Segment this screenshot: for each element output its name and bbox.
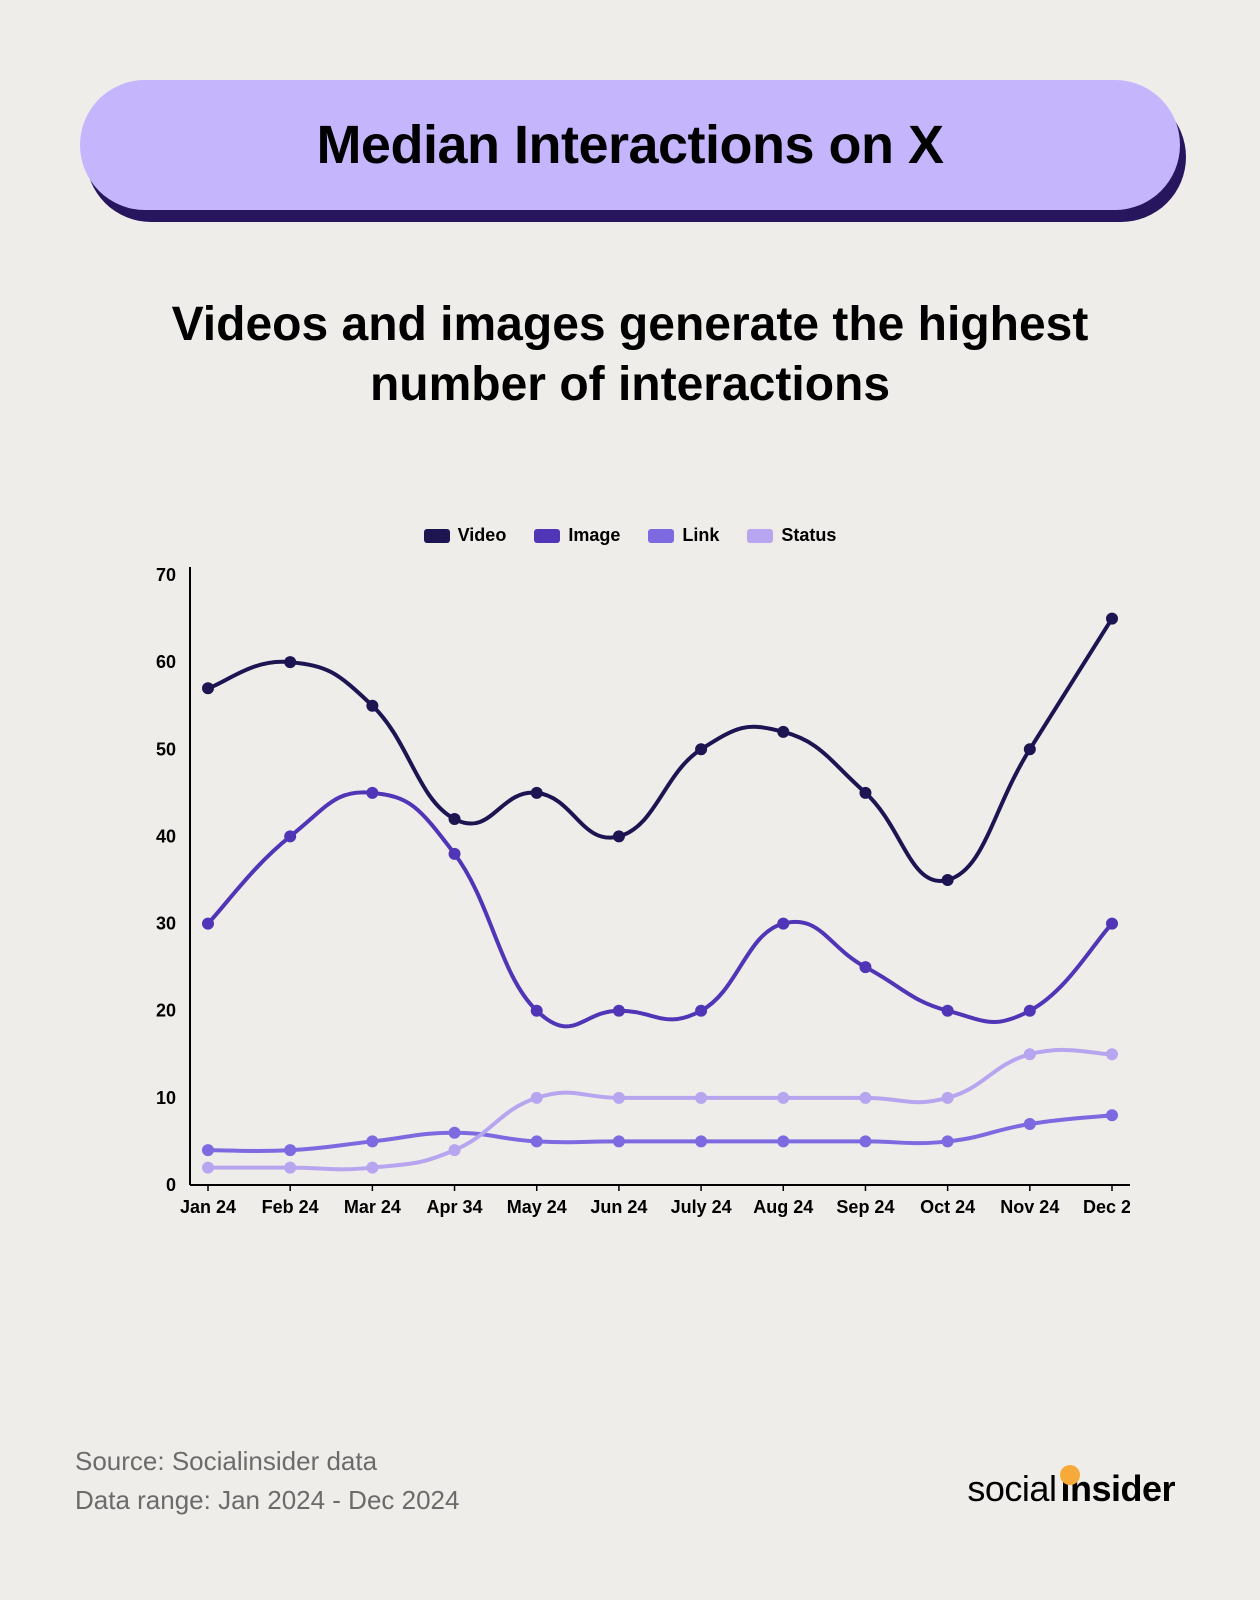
x-tick-label: Jan 24 bbox=[180, 1197, 236, 1217]
legend-item: Status bbox=[747, 525, 836, 546]
series-marker bbox=[202, 682, 214, 694]
title-pill: Median Interactions on X bbox=[80, 80, 1180, 210]
y-tick-label: 60 bbox=[156, 652, 176, 672]
series-marker bbox=[449, 813, 461, 825]
x-tick-label: Aug 24 bbox=[753, 1197, 813, 1217]
x-tick-label: Feb 24 bbox=[262, 1197, 319, 1217]
series-marker bbox=[1024, 1048, 1036, 1060]
source-line-1: Source: Socialinsider data bbox=[75, 1442, 459, 1481]
x-tick-label: Mar 24 bbox=[344, 1197, 401, 1217]
x-tick-label: Dec 24 bbox=[1083, 1197, 1130, 1217]
series-marker bbox=[284, 1144, 296, 1156]
series-marker bbox=[859, 787, 871, 799]
source-line-2: Data range: Jan 2024 - Dec 2024 bbox=[75, 1481, 459, 1520]
series-marker bbox=[531, 1005, 543, 1017]
series-marker bbox=[695, 1135, 707, 1147]
chart-legend: Video Image Link Status bbox=[130, 525, 1130, 546]
title-pill-body: Median Interactions on X bbox=[80, 80, 1180, 210]
series-marker bbox=[531, 1135, 543, 1147]
series-marker bbox=[366, 787, 378, 799]
series-marker bbox=[1024, 1005, 1036, 1017]
series-marker bbox=[859, 1092, 871, 1104]
legend-swatch bbox=[424, 529, 450, 543]
chart-svg: 0 10 20 30 40 50 60 70 Jan 24 Feb 24 Mar 24 Apr 34 M… bbox=[130, 525, 1130, 1245]
series-marker bbox=[695, 743, 707, 755]
y-tick-label: 50 bbox=[156, 739, 176, 759]
series-marker bbox=[366, 1135, 378, 1147]
x-tick-label: Jun 24 bbox=[590, 1197, 647, 1217]
legend-swatch bbox=[648, 529, 674, 543]
series-marker bbox=[613, 1092, 625, 1104]
series-marker bbox=[777, 1135, 789, 1147]
series-marker bbox=[531, 1092, 543, 1104]
y-tick-label: 30 bbox=[156, 914, 176, 934]
x-tick-label: Oct 24 bbox=[920, 1197, 975, 1217]
line-chart: Video Image Link Status 0 10 20 30 40 50 60 70 Jan … bbox=[130, 525, 1130, 1245]
y-tick-label: 10 bbox=[156, 1088, 176, 1108]
legend-label: Link bbox=[682, 525, 719, 546]
series-marker bbox=[449, 1127, 461, 1139]
series-line bbox=[208, 619, 1112, 881]
source-block: Source: Socialinsider data Data range: J… bbox=[75, 1442, 459, 1520]
series-marker bbox=[942, 1135, 954, 1147]
series-marker bbox=[859, 961, 871, 973]
series-marker bbox=[613, 1135, 625, 1147]
series-line bbox=[208, 1115, 1112, 1151]
series-marker bbox=[1106, 1048, 1118, 1060]
y-tick-label: 0 bbox=[166, 1175, 176, 1195]
y-tick-label: 20 bbox=[156, 1001, 176, 1021]
legend-swatch bbox=[534, 529, 560, 543]
series-marker bbox=[1024, 743, 1036, 755]
brand-prefix: social bbox=[967, 1468, 1056, 1510]
series-marker bbox=[1106, 918, 1118, 930]
series-marker bbox=[859, 1135, 871, 1147]
series-marker bbox=[1106, 613, 1118, 625]
x-tick-label: July 24 bbox=[671, 1197, 732, 1217]
x-tick-label: Sep 24 bbox=[836, 1197, 894, 1217]
legend-label: Image bbox=[568, 525, 620, 546]
series-line bbox=[208, 792, 1112, 1026]
legend-item: Video bbox=[424, 525, 507, 546]
series-marker bbox=[1024, 1118, 1036, 1130]
series-marker bbox=[777, 726, 789, 738]
series-line bbox=[208, 1050, 1112, 1169]
series-marker bbox=[942, 1092, 954, 1104]
series-marker bbox=[202, 918, 214, 930]
series-marker bbox=[202, 1162, 214, 1174]
legend-item: Image bbox=[534, 525, 620, 546]
legend-item: Link bbox=[648, 525, 719, 546]
series-marker bbox=[366, 1162, 378, 1174]
y-tick-label: 70 bbox=[156, 565, 176, 585]
series-marker bbox=[942, 874, 954, 886]
legend-label: Status bbox=[781, 525, 836, 546]
brand-logo: socialinsider bbox=[967, 1468, 1175, 1510]
title-text: Median Interactions on X bbox=[316, 114, 943, 176]
legend-label: Video bbox=[458, 525, 507, 546]
series-marker bbox=[613, 1005, 625, 1017]
series-marker bbox=[695, 1005, 707, 1017]
subtitle: Videos and images generate the highest n… bbox=[120, 295, 1140, 415]
legend-swatch bbox=[747, 529, 773, 543]
x-tick-label: Nov 24 bbox=[1000, 1197, 1059, 1217]
series-marker bbox=[284, 656, 296, 668]
series-marker bbox=[531, 787, 543, 799]
series-marker bbox=[284, 830, 296, 842]
series-marker bbox=[449, 848, 461, 860]
y-tick-label: 40 bbox=[156, 826, 176, 846]
series-marker bbox=[942, 1005, 954, 1017]
x-tick-label: Apr 34 bbox=[427, 1197, 483, 1217]
x-tick-label: May 24 bbox=[507, 1197, 567, 1217]
series-marker bbox=[777, 918, 789, 930]
series-marker bbox=[613, 830, 625, 842]
series-marker bbox=[366, 700, 378, 712]
series-marker bbox=[202, 1144, 214, 1156]
series-marker bbox=[777, 1092, 789, 1104]
series-marker bbox=[695, 1092, 707, 1104]
series-marker bbox=[284, 1162, 296, 1174]
series-marker bbox=[1106, 1109, 1118, 1121]
series-marker bbox=[449, 1144, 461, 1156]
